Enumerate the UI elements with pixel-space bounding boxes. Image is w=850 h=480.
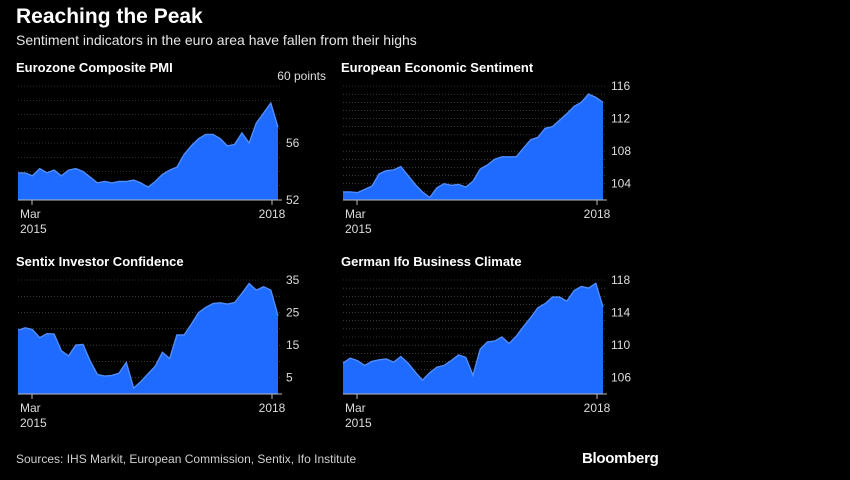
panel-eurozone-pmi: Eurozone Composite PMI 52 56 60 points Mar 2…	[16, 60, 336, 250]
x-tick-label: 2018	[259, 401, 286, 415]
x-tick-label: 2018	[584, 207, 611, 221]
x-tick-label: Mar	[345, 207, 366, 221]
y-tick-label: 104	[611, 177, 631, 191]
y-tick-label: 15	[286, 338, 300, 352]
series-area	[18, 103, 278, 200]
y-tick-label: 25	[286, 306, 300, 320]
panel-sentix: Sentix Investor Confidence 5 15 25 35 Mar 201…	[16, 254, 336, 444]
y-tick-label: 112	[611, 112, 630, 126]
chart-title: Reaching the Peak	[16, 5, 203, 28]
series-area	[343, 94, 603, 200]
x-tick-label: Mar	[345, 401, 366, 415]
panel-ifo: German Ifo Business Climate 106 110 114 118…	[341, 254, 661, 444]
y-tick-label: 116	[611, 79, 630, 93]
panel-title: Sentix Investor Confidence	[16, 254, 184, 269]
x-tick-label: 2015	[345, 416, 372, 430]
bloomberg-logo: Bloomberg	[582, 450, 659, 467]
series-line	[18, 101, 279, 189]
y-tick-label: 110	[611, 338, 630, 352]
x-tick-label: 2015	[20, 222, 47, 236]
series-area	[343, 283, 603, 394]
panel-title: European Economic Sentiment	[341, 60, 534, 75]
x-tick-label: 2018	[584, 401, 611, 415]
source-note: Sources: IHS Markit, European Commission…	[16, 452, 357, 466]
panel-title: German Ifo Business Climate	[341, 254, 522, 269]
panel-economic-sentiment: European Economic Sentiment 104 108 112 116…	[341, 60, 661, 250]
y-tick-label: 114	[611, 306, 630, 320]
y-tick-label: 56	[286, 136, 300, 150]
y-tick-label: 35	[286, 273, 300, 287]
chart-subtitle: Sentiment indicators in the euro area ha…	[16, 32, 417, 48]
y-tick-label: 118	[611, 273, 630, 287]
series-line	[342, 282, 604, 382]
x-tick-label: 2015	[20, 416, 47, 430]
y-tick-label: 5	[286, 371, 293, 385]
y-tick-label: 52	[286, 193, 300, 207]
x-tick-label: Mar	[20, 207, 41, 221]
series-area	[18, 283, 278, 394]
panel-title: Eurozone Composite PMI	[16, 60, 173, 75]
y-tick-label: 108	[611, 144, 631, 158]
y-tick-label: 60 points	[277, 69, 326, 83]
x-tick-label: 2015	[345, 222, 372, 236]
y-tick-label: 106	[611, 371, 631, 385]
series-line	[343, 93, 604, 199]
x-tick-label: Mar	[20, 401, 41, 415]
series-line	[17, 282, 279, 390]
x-tick-label: 2018	[259, 207, 286, 221]
